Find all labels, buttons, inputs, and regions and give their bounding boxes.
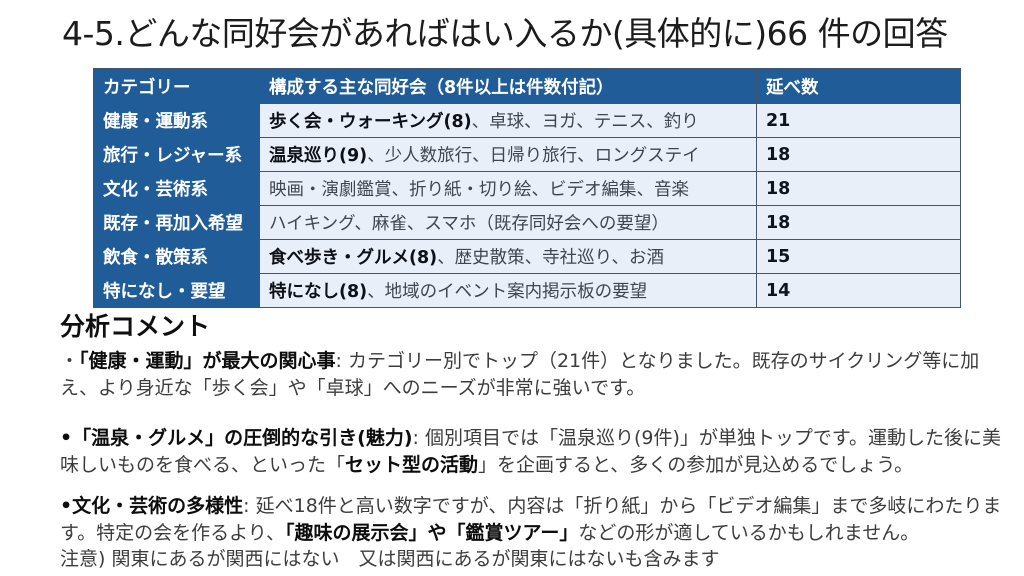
plain-text: ハイキング、麻雀、スマホ（既存同好会への要望） — [269, 214, 669, 234]
plain-text: 、歴史散策、寺社巡り、お酒 — [437, 248, 664, 268]
category-cell: 旅行・レジャー系 — [93, 137, 260, 172]
count-cell: 15 — [756, 239, 961, 274]
table-row: 既存・再加入希望 ハイキング、麻雀、スマホ（既存同好会への要望） 18 — [93, 205, 961, 240]
plain-text: 、少人数旅行、日帰り旅行、ロングステイ — [367, 146, 700, 166]
emphasis-text: 食べ歩き・グルメ(8) — [269, 248, 438, 268]
category-cell: 既存・再加入希望 — [93, 205, 260, 240]
clubs-cell: 歩く会・ウォーキング(8)、卓球、ヨガ、テニス、釣り — [259, 103, 757, 138]
plain-text: : カテゴリー別でトップ（21件）となりました。既存のサイクリング等に加え、より… — [60, 350, 980, 399]
emphasis-text: 歩く会・ウォーキング(8) — [269, 112, 472, 132]
page-title: 4-5.どんな同好会があればはい入るか(具体的に)66 件の回答 — [62, 14, 948, 53]
clubs-cell: 映画・演劇鑑賞、折り紙・切り絵、ビデオ編集、音楽 — [259, 171, 757, 206]
table-row: 旅行・レジャー系 温泉巡り(9)、少人数旅行、日帰り旅行、ロングステイ 18 — [93, 137, 961, 172]
count-cell: 18 — [756, 137, 961, 172]
col-header-clubs: 構成する主な同好会（8件以上は件数付記） — [259, 68, 757, 104]
col-header-category: カテゴリー — [93, 68, 260, 104]
analysis-paragraphs: ・「健康・運動」が最大の関心事: カテゴリー別でトップ（21件）となりました。既… — [60, 348, 1013, 573]
plain-text: 」を企画すると、多くの参加が見込めるでしょう。 — [478, 453, 914, 476]
emphasis-text: • — [60, 495, 73, 517]
onsen-gourmet-comment: •「温泉・グルメ」の圧倒的な引き(魅力): 個別項目では「温泉巡り(9件)」が単… — [60, 425, 1013, 478]
analysis-heading: 分析コメント — [60, 312, 211, 341]
category-cell: 飲食・散策系 — [93, 239, 260, 274]
table-row: 飲食・散策系 食べ歩き・グルメ(8)、歴史散策、寺社巡り、お酒 15 — [93, 239, 961, 274]
col-header-count: 延べ数 — [756, 68, 961, 104]
emphasis-text: セット型の活動 — [345, 453, 479, 476]
analysis-section: 分析コメント ・「健康・運動」が最大の関心事: カテゴリー別でトップ（21件）と… — [60, 307, 1013, 573]
plain-text: などの形が適しているかもしれません。 — [578, 521, 920, 544]
plain-text: 映画・演劇鑑賞、折り紙・切り絵、ビデオ編集、音楽 — [269, 180, 689, 200]
plain-text: : 延べ18件と高い数字ですが、内容は「折り紙」から「ビデオ編集」まで多岐にわた… — [60, 495, 1002, 544]
emphasis-text: 温泉巡り(9) — [269, 146, 368, 166]
note-line: 注意) 関東にあるが関西にはない 又は関西にあるが関東にはないも含みます — [60, 546, 1013, 573]
table-row: 健康・運動系 歩く会・ウォーキング(8)、卓球、ヨガ、テニス、釣り 21 — [93, 103, 961, 138]
category-cell: 文化・芸術系 — [93, 171, 260, 206]
category-cell: 特になし・要望 — [93, 273, 260, 308]
plain-text: 、卓球、ヨガ、テニス、釣り — [471, 112, 699, 132]
plain-text: 注意) 関東にあるが関西にはない 又は関西にあるが関東にはないも含みます — [60, 548, 720, 570]
clubs-cell: ハイキング、麻雀、スマホ（既存同好会への要望） — [259, 205, 757, 240]
count-cell: 14 — [756, 273, 961, 308]
clubs-cell: 食べ歩き・グルメ(8)、歴史散策、寺社巡り、お酒 — [259, 239, 757, 274]
emphasis-text: • — [60, 427, 73, 449]
survey-table: カテゴリー 構成する主な同好会（8件以上は件数付記） 延べ数 健康・運動系 歩く会… — [93, 68, 961, 308]
count-cell: 18 — [756, 171, 961, 206]
clubs-cell: 特になし(8)、地域のイベント案内掲示板の要望 — [259, 273, 757, 308]
count-cell: 21 — [756, 103, 961, 138]
table-header-row: カテゴリー 構成する主な同好会（8件以上は件数付記） 延べ数 — [93, 68, 961, 104]
emphasis-text: 「健康・運動」が最大の関心事 — [79, 350, 336, 372]
plain-text: ・ — [60, 350, 80, 372]
table-row: 特になし・要望 特になし(8)、地域のイベント案内掲示板の要望 14 — [93, 273, 961, 308]
emphasis-text: 文化・芸術の多様性 — [72, 495, 244, 517]
table-row: 文化・芸術系 映画・演劇鑑賞、折り紙・切り絵、ビデオ編集、音楽 18 — [93, 171, 961, 206]
clubs-cell: 温泉巡り(9)、少人数旅行、日帰り旅行、ロングステイ — [259, 137, 757, 172]
count-cell: 18 — [756, 205, 961, 240]
category-cell: 健康・運動系 — [93, 103, 260, 138]
culture-art-comment: •文化・芸術の多様性: 延べ18件と高い数字ですが、内容は「折り紙」から「ビデオ… — [60, 493, 1013, 546]
emphasis-text: 特になし(8) — [269, 282, 368, 302]
emphasis-text: 「趣味の展示会」や「鑑賞ツアー」 — [284, 521, 579, 544]
survey-table-body: 健康・運動系 歩く会・ウォーキング(8)、卓球、ヨガ、テニス、釣り 21 旅行・レジャ… — [93, 103, 961, 308]
plain-text: : 個別項目では「温泉巡り(9件)」が単独トップです。運動した後に美味しいものを… — [60, 427, 1001, 476]
emphasis-text: 「温泉・グルメ」の圧倒的な引き(魅力) — [72, 427, 413, 449]
health-exercise-comment: ・「健康・運動」が最大の関心事: カテゴリー別でトップ（21件）となりました。既… — [60, 348, 1013, 401]
plain-text: 、地域のイベント案内掲示板の要望 — [367, 282, 648, 302]
